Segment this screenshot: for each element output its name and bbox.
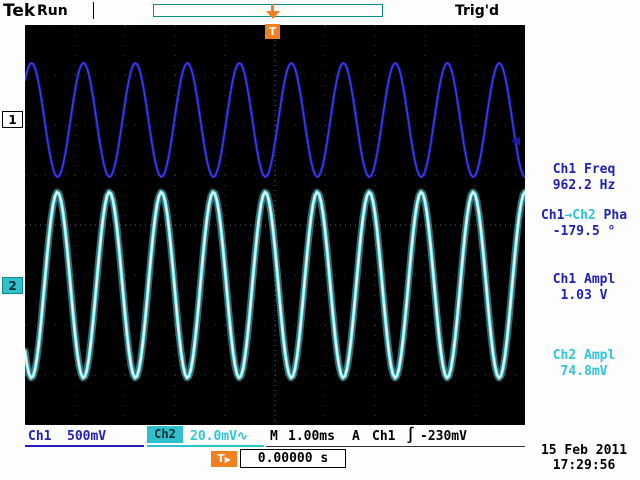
acquisition-status: Run — [37, 3, 68, 19]
ch2-scale-value: 20.0mV — [190, 429, 237, 444]
delay-arrow-icon: ▶ — [224, 455, 231, 464]
trigger-slope-icon: ∫ — [406, 426, 416, 444]
trigger-status: Trig'd — [455, 3, 500, 19]
ch1-trace — [25, 62, 525, 178]
ch1-scale-readout: 500mV — [67, 429, 107, 444]
measurement-label: Ch1 Freq — [552, 162, 616, 177]
ch2-ground-marker: 2 — [2, 277, 23, 294]
date-readout: 15 Feb 2011 — [540, 443, 628, 458]
horizontal-delay-readout: 0.00000 s — [240, 449, 346, 468]
trigger-position-marker-icon — [271, 4, 274, 13]
phase-label-pha: Pha — [595, 208, 628, 223]
graticule — [25, 25, 525, 425]
measurement-phase: Ch1→Ch2 Pha -179.5 ° — [528, 208, 640, 240]
trigger-mode-label: A — [352, 429, 360, 444]
trigger-position-arrow-icon — [266, 11, 280, 19]
ch1-readout-label: Ch1 — [28, 429, 52, 444]
ch1-underline — [25, 445, 144, 447]
delay-t-icon: T▶ — [211, 451, 237, 467]
measurement-value: 1.03 V — [560, 288, 608, 303]
timebase-underline — [266, 446, 525, 447]
ac-coupling-icon: ∿ — [236, 429, 248, 444]
phase-label-ch1: Ch1 — [540, 208, 565, 223]
ch2-underline — [147, 445, 264, 447]
ch1-ground-marker: 1 — [2, 111, 23, 128]
ch2-readout-label: Ch2 — [147, 426, 183, 443]
measurement-value: 962.2 Hz — [552, 178, 616, 193]
measurement-ch1-freq: Ch1 Freq 962.2 Hz — [528, 162, 640, 194]
datetime-readout: 15 Feb 2011 17:29:56 — [528, 443, 640, 473]
measurement-value: -179.5 ° — [552, 224, 616, 239]
timebase-readout: 1.00ms — [288, 429, 335, 444]
ch2-trace — [25, 191, 525, 379]
measurement-value: 74.8mV — [560, 364, 608, 379]
tek-logo: Tek — [3, 1, 36, 21]
measurement-ch1-ampl: Ch1 Ampl 1.03 V — [528, 272, 640, 304]
measurement-label: Ch1 Ampl — [552, 272, 616, 287]
ch2-scale-readout: 20.0mV∿ — [190, 429, 248, 444]
trigger-source-readout: Ch1 — [372, 429, 396, 444]
time-readout: 17:29:56 — [552, 458, 616, 473]
delay-t-label: T — [217, 452, 225, 465]
phase-label-ch2: →Ch2 — [564, 208, 596, 223]
timebase-label: M — [270, 429, 278, 444]
trigger-t-marker: T — [265, 24, 280, 39]
measurement-ch2-ampl: Ch2 Ampl 74.8mV — [528, 348, 640, 380]
measurement-label: Ch1→Ch2 Pha — [528, 208, 640, 224]
waveform-display — [25, 25, 525, 425]
trigger-level-readout: -230mV — [420, 429, 467, 444]
measurement-label: Ch2 Ampl — [552, 348, 616, 363]
header-divider — [93, 2, 94, 19]
trigger-level-arrow-icon: ◀ — [511, 131, 521, 149]
